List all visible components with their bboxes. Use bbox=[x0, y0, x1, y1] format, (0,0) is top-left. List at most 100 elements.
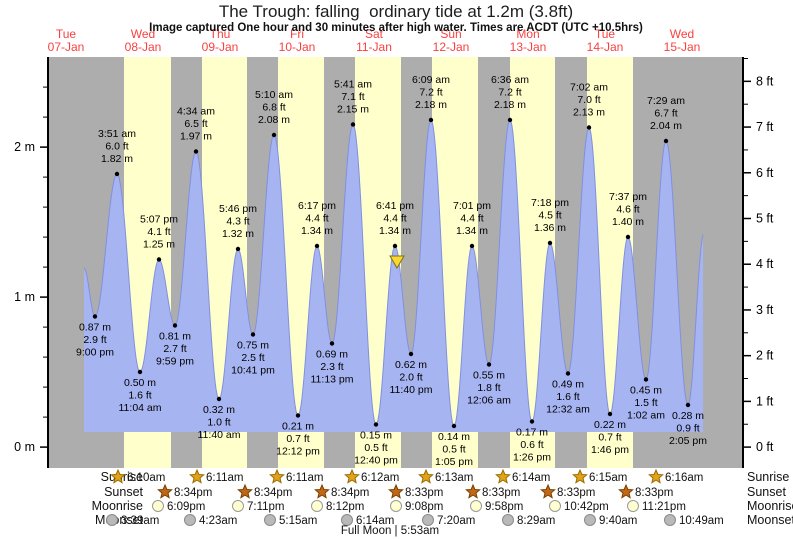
moonset-icon bbox=[184, 514, 196, 526]
left-axis-label: 2 m bbox=[14, 140, 35, 154]
moonrise-time: 10:42pm bbox=[564, 501, 609, 513]
moonset-time: 10:49am bbox=[679, 515, 724, 527]
sunrise-time: 6:14am bbox=[512, 472, 550, 484]
low-tide-label: 0.55 m 1.8 ft 12:06 am bbox=[467, 370, 511, 407]
sunrise-star-icon bbox=[189, 468, 205, 484]
sunset-time: 8:33pm bbox=[482, 487, 520, 499]
moonrise-icon bbox=[470, 500, 482, 512]
low-tide-dot bbox=[216, 396, 222, 402]
high-tide-label: 6:41 pm 4.4 ft 1.34 m bbox=[376, 200, 414, 237]
sunset-time: 8:34pm bbox=[174, 487, 212, 499]
low-tide-label: 0.49 m 1.6 ft 12:32 am bbox=[546, 379, 590, 416]
low-tide-dot bbox=[643, 377, 649, 382]
sunset-time: 8:34pm bbox=[331, 487, 369, 499]
low-tide-label: 0.45 m 1.5 ft 1:02 am bbox=[627, 385, 665, 422]
sunrise-star-icon bbox=[495, 468, 511, 484]
sunrise-star-icon bbox=[418, 468, 434, 484]
low-tide-label: 0.28 m 0.9 ft 2:05 pm bbox=[669, 410, 707, 447]
moonset-icon bbox=[664, 514, 676, 526]
sunset-star-icon bbox=[465, 483, 481, 499]
moonset-time: 6:14am bbox=[356, 515, 394, 527]
moonset-icon bbox=[264, 514, 276, 526]
high-tide-dot bbox=[114, 171, 120, 177]
high-tide-dot bbox=[235, 246, 241, 252]
right-axis-label: 4 ft bbox=[756, 257, 774, 271]
high-tide-label: 7:29 am 6.7 ft 2.04 m bbox=[647, 95, 685, 132]
high-tide-dot bbox=[469, 243, 475, 249]
low-tide-dot bbox=[295, 413, 301, 418]
high-tide-label: 5:07 pm 4.1 ft 1.25 m bbox=[140, 214, 178, 251]
high-tide-label: 7:18 pm 4.5 ft 1.36 m bbox=[531, 197, 569, 234]
moonrise-time: 9:08pm bbox=[405, 501, 443, 513]
moonrise-time: 9:58pm bbox=[485, 501, 523, 513]
low-tide-dot bbox=[486, 362, 492, 367]
sunset-star-icon bbox=[540, 483, 556, 499]
row-label-left-sunset: Sunset bbox=[104, 485, 143, 499]
sunset-time: 8:33pm bbox=[635, 487, 673, 499]
high-tide-label: 7:01 pm 4.4 ft 1.34 m bbox=[453, 200, 491, 237]
moonset-icon bbox=[106, 514, 118, 526]
left-axis-label: 1 m bbox=[14, 290, 35, 304]
low-tide-dot bbox=[92, 314, 98, 319]
moonrise-icon bbox=[627, 500, 639, 512]
tide-line bbox=[83, 119, 704, 427]
moonrise-icon bbox=[549, 500, 561, 512]
moonrise-icon bbox=[390, 500, 402, 512]
low-tide-dot bbox=[451, 423, 457, 429]
right-axis-label: 1 ft bbox=[756, 394, 774, 408]
right-axis-label: 0 ft bbox=[756, 440, 774, 454]
sunset-star-icon bbox=[237, 483, 253, 499]
low-tide-dot bbox=[172, 323, 178, 328]
moonrise-time: 8:12pm bbox=[326, 501, 364, 513]
day-label: Thu 09-Jan bbox=[202, 27, 239, 54]
moonset-icon bbox=[502, 514, 514, 526]
low-tide-dot bbox=[408, 351, 414, 357]
page-title: The Trough: falling ordinary tide at 1.2… bbox=[219, 2, 573, 21]
day-label: Sun 12-Jan bbox=[433, 27, 470, 54]
high-tide-dot bbox=[586, 125, 592, 130]
day-label: Fri 10-Jan bbox=[279, 27, 316, 54]
page-subtitle: Image captured One hour and 30 minutes a… bbox=[149, 22, 643, 34]
tide-curve bbox=[83, 119, 704, 432]
low-tide-label: 0.87 m 2.9 ft 9:00 pm bbox=[76, 322, 114, 359]
high-tide-dot bbox=[314, 243, 320, 249]
moonrise-time: 6:09pm bbox=[167, 501, 205, 513]
high-tide-dot bbox=[271, 132, 277, 138]
right-axis-label: 6 ft bbox=[756, 166, 774, 180]
sunrise-time: 6:10am bbox=[127, 472, 165, 484]
high-tide-label: 6:17 pm 4.4 ft 1.34 m bbox=[298, 200, 336, 237]
sunset-star-icon bbox=[388, 483, 404, 499]
day-label: Tue 14-Jan bbox=[587, 27, 624, 54]
high-tide-label: 4:34 am 6.5 ft 1.97 m bbox=[177, 106, 215, 143]
sunrise-time: 6:15am bbox=[589, 472, 627, 484]
moonset-time: 4:23am bbox=[199, 515, 237, 527]
sunset-star-icon bbox=[618, 483, 634, 499]
moonset-icon bbox=[422, 514, 434, 526]
sunrise-star-icon bbox=[344, 468, 360, 484]
axes: 0 m 1 m 2 m 0 ft 1 ft 2 ft 3 ft 4 ft 5 ft 6 ft 7 f… bbox=[14, 57, 774, 468]
sunrise-time: 6:12am bbox=[361, 472, 399, 484]
row-label-left-moonrise: Moonrise bbox=[92, 499, 143, 513]
low-tide-dot bbox=[565, 371, 571, 376]
right-axis-label: 7 ft bbox=[756, 120, 774, 134]
sunrise-star-icon bbox=[110, 468, 126, 484]
high-tide-label: 5:41 am 7.1 ft 2.15 m bbox=[334, 79, 372, 116]
sunset-star-icon bbox=[314, 483, 330, 499]
low-tide-label: 0.75 m 2.5 ft 10:41 pm bbox=[231, 340, 275, 377]
sunset-time: 8:33pm bbox=[405, 487, 443, 499]
sunset-time: 8:34pm bbox=[254, 487, 292, 499]
low-tide-dot bbox=[373, 422, 379, 427]
low-tide-label: 0.15 m 0.5 ft 12:40 pm bbox=[354, 430, 398, 467]
sunrise-star-icon bbox=[269, 468, 285, 484]
high-tide-dot bbox=[625, 234, 631, 240]
high-tide-label: 7:37 pm 4.6 ft 1.40 m bbox=[609, 191, 647, 228]
low-tide-dot bbox=[685, 402, 691, 408]
sunset-time: 8:33pm bbox=[557, 487, 595, 499]
sunrise-time: 6:13am bbox=[435, 472, 473, 484]
low-tide-label: 0.21 m 0.7 ft 12:12 pm bbox=[276, 421, 320, 458]
low-tide-label: 0.22 m 0.7 ft 1:46 pm bbox=[591, 419, 629, 456]
low-tide-dot bbox=[529, 419, 535, 424]
low-tide-label: 0.32 m 1.0 ft 11:40 am bbox=[198, 404, 241, 441]
left-axis-label: 0 m bbox=[14, 440, 35, 454]
